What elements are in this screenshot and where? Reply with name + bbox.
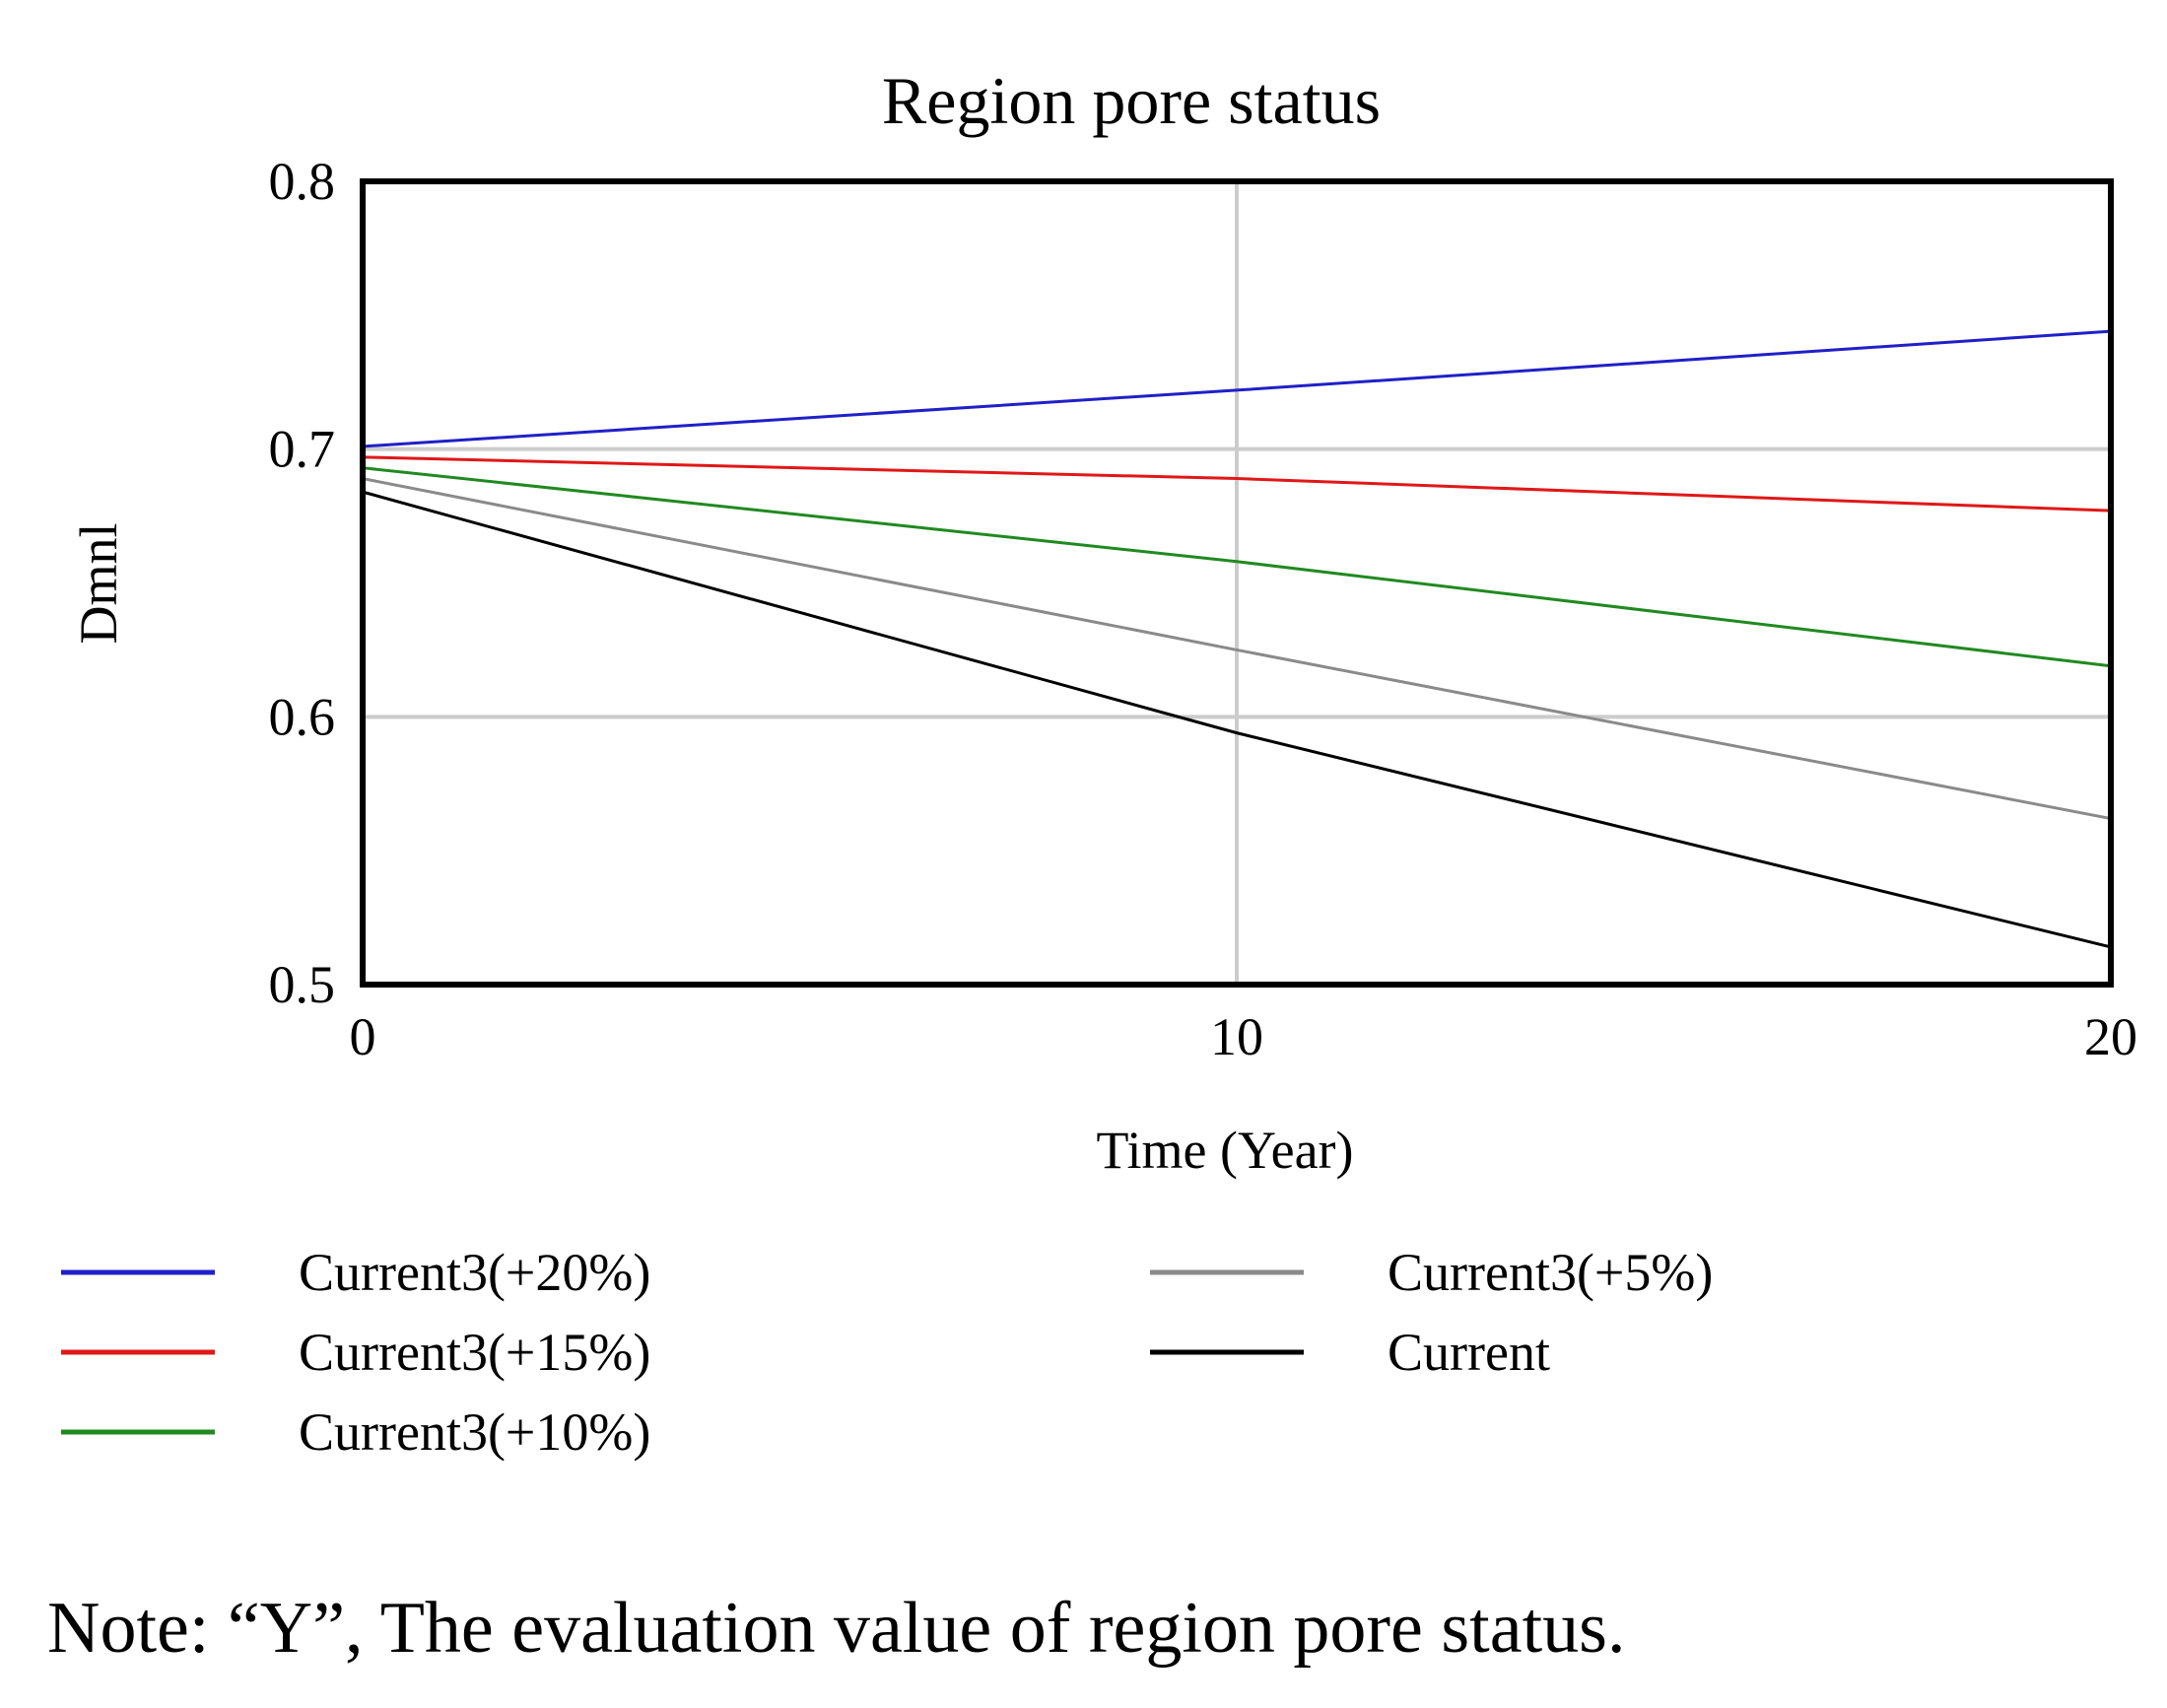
grid-lines (363, 181, 2111, 985)
x-tick-label: 0 (350, 1007, 376, 1066)
legend: Current3(+20%) Current3(+15%) Current3(+10… (61, 1243, 1713, 1462)
y-tick-label: 0.5 (269, 955, 336, 1014)
legend-label: Current3(+5%) (1388, 1243, 1713, 1302)
y-tick-label: 0.8 (269, 152, 336, 211)
x-axis-ticks: 0 10 20 (350, 1007, 2138, 1066)
x-tick-label: 20 (2084, 1007, 2137, 1066)
y-axis-label: Dmnl (69, 522, 128, 644)
chart-title: Region pore status (882, 63, 1381, 138)
series-line (362, 329, 2112, 448)
series-line (362, 477, 2112, 821)
series-line (362, 466, 2112, 668)
series-line (362, 455, 2112, 512)
x-axis-label: Time (Year) (1096, 1121, 1353, 1180)
legend-label: Current (1388, 1323, 1550, 1382)
legend-label: Current3(+15%) (299, 1323, 650, 1382)
y-tick-label: 0.7 (269, 420, 336, 479)
legend-label: Current3(+20%) (299, 1243, 650, 1302)
plot-frame (360, 178, 2114, 988)
x-tick-label: 10 (1210, 1007, 1263, 1066)
figure-note: Note: “Y”, The evaluation value of regio… (47, 1588, 1625, 1669)
y-tick-label: 0.6 (269, 687, 336, 746)
series-lines (362, 329, 2112, 949)
series-line (362, 490, 2112, 949)
y-axis-ticks: 0.5 0.6 0.7 0.8 (269, 152, 336, 1014)
legend-label: Current3(+10%) (299, 1402, 650, 1462)
